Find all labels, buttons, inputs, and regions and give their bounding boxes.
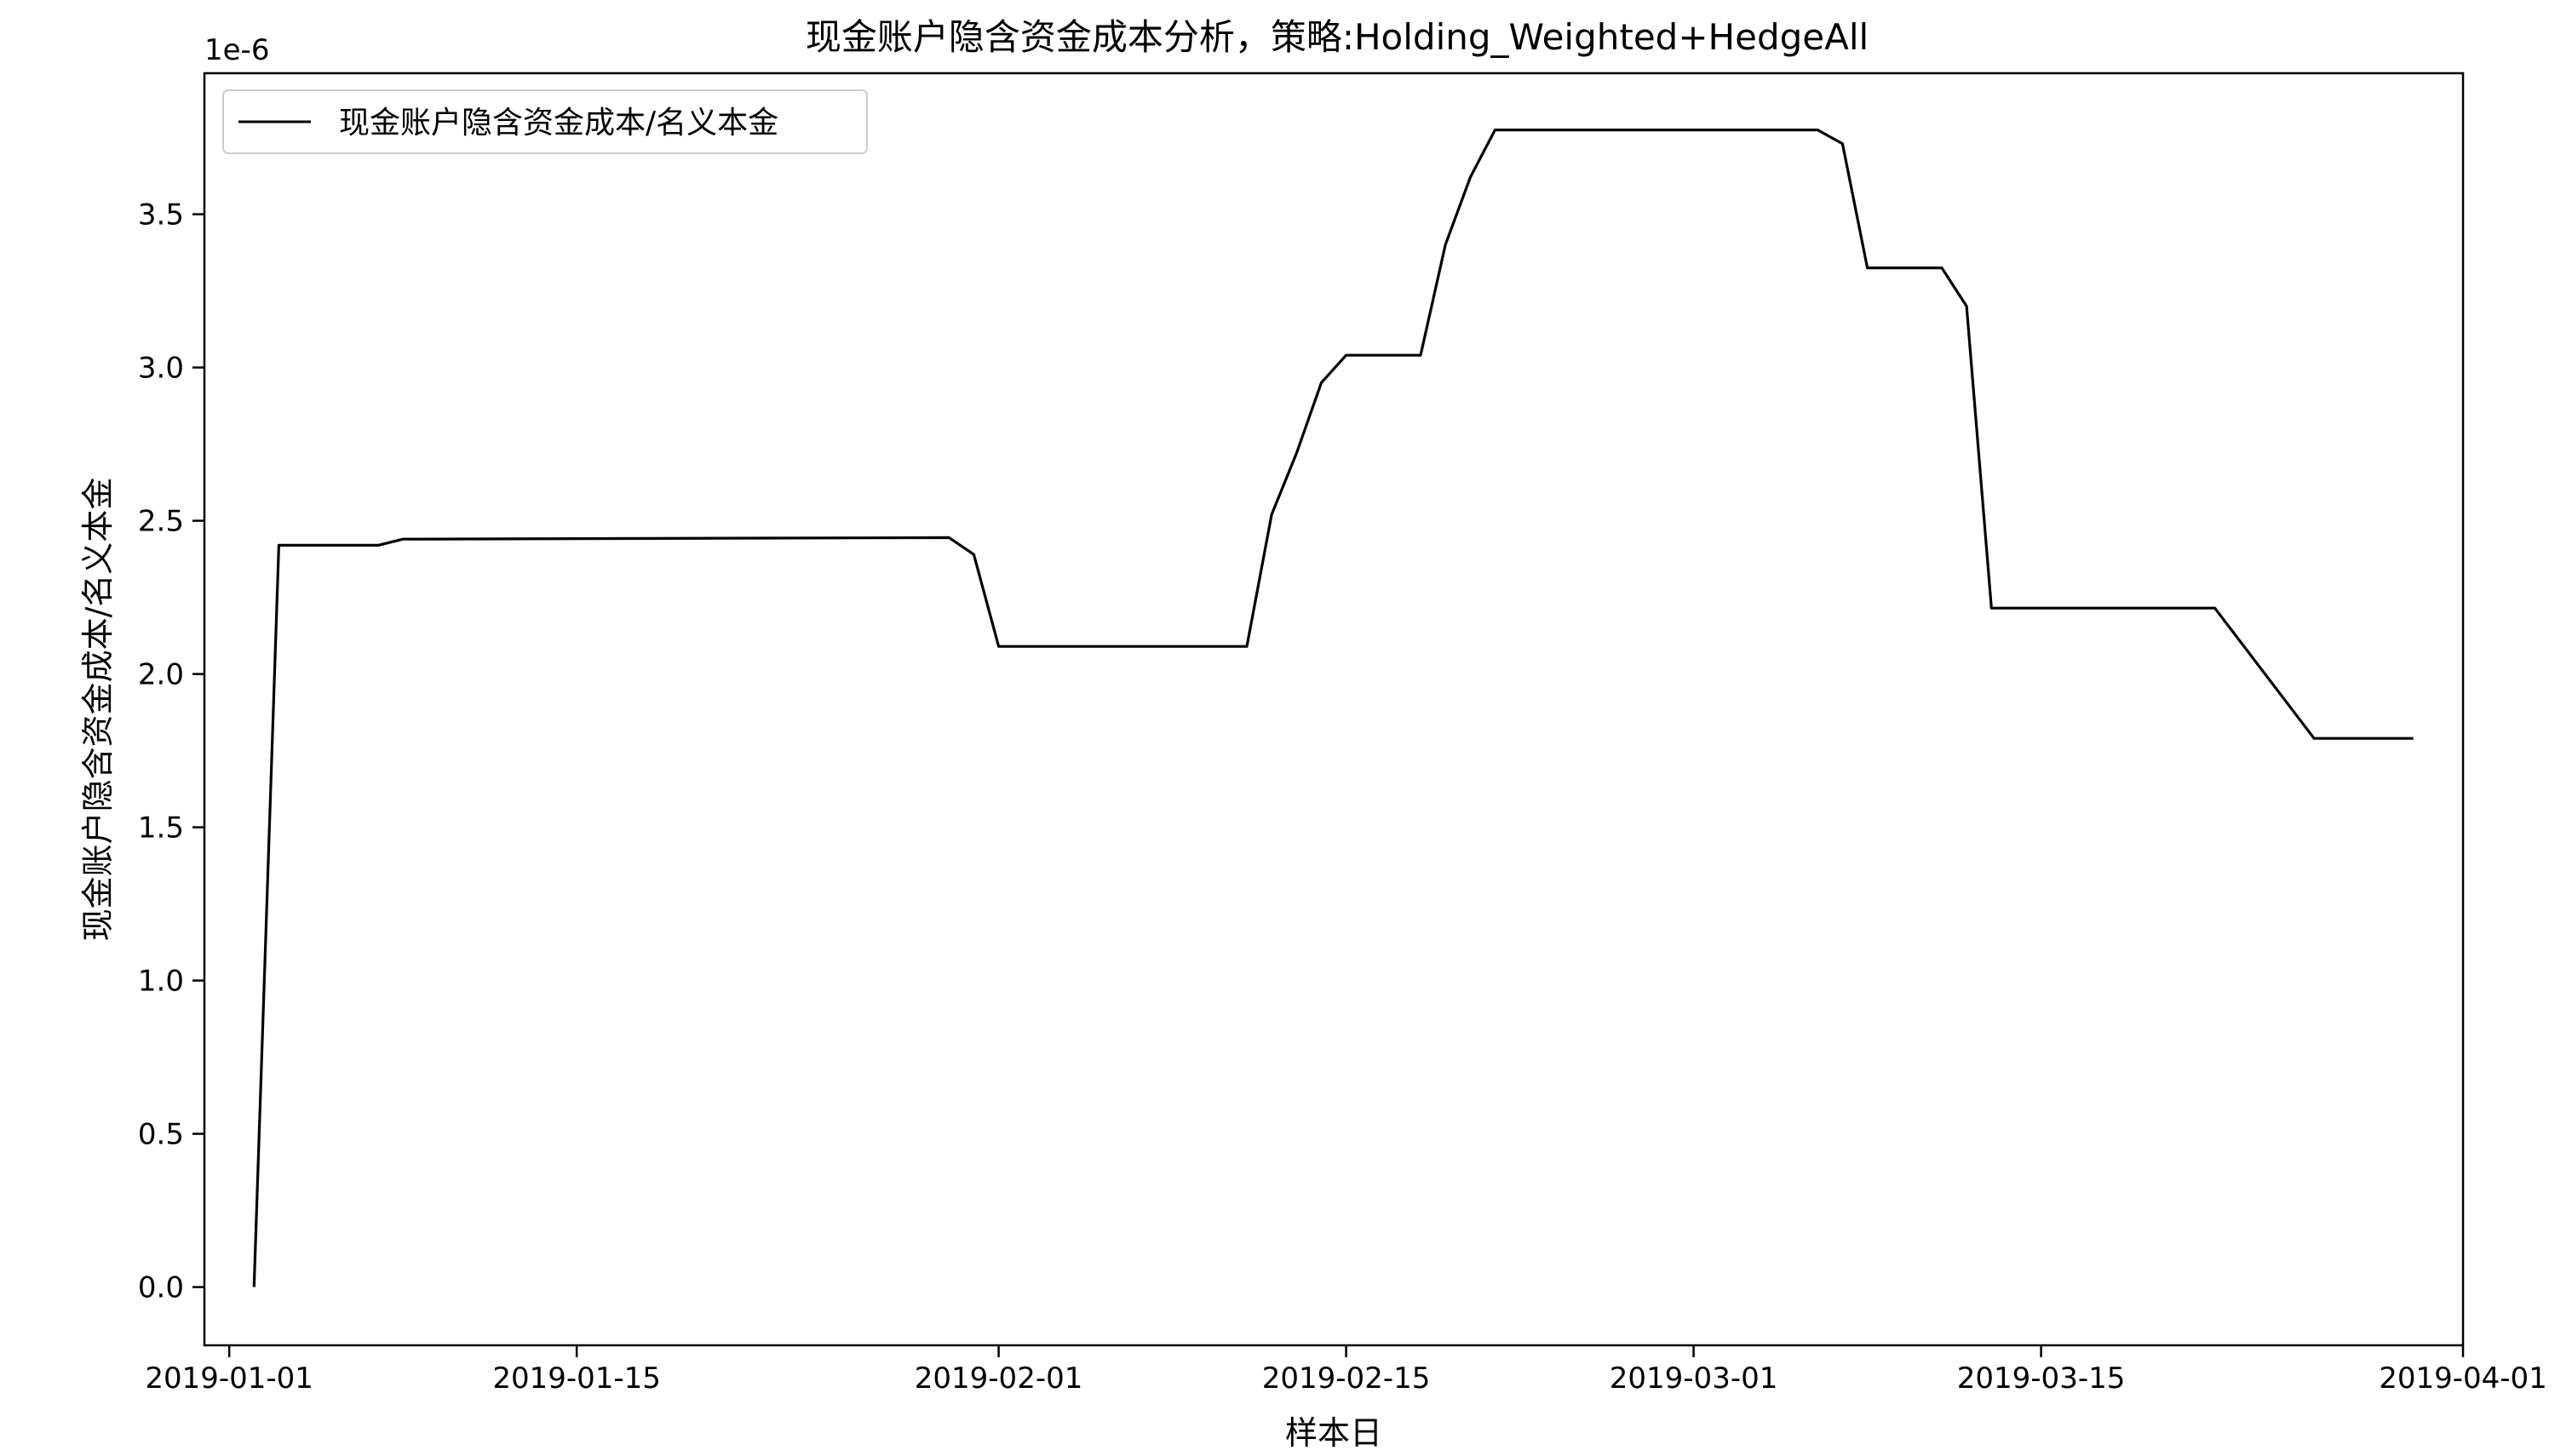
y-tick-label: 3.0 — [138, 352, 184, 386]
x-axis-label: 样本日 — [1285, 1414, 1382, 1452]
x-tick-label: 2019-02-01 — [915, 1361, 1083, 1396]
y-tick-label: 0.0 — [138, 1271, 184, 1305]
x-tick-label: 2019-01-01 — [145, 1361, 313, 1396]
x-tick-label: 2019-03-15 — [1957, 1361, 2126, 1396]
y-tick-label: 3.5 — [138, 198, 184, 232]
x-tick-label: 2019-04-01 — [2379, 1361, 2547, 1396]
legend: 现金账户隐含资金成本/名义本金 — [222, 89, 868, 154]
chart-title: 现金账户隐含资金成本分析，策略:Holding_Weighted+HedgeAl… — [806, 16, 1869, 58]
legend-label: 现金账户隐含资金成本/名义本金 — [339, 106, 778, 140]
plot-frame — [203, 72, 2465, 1347]
x-tick-label: 2019-03-01 — [1610, 1361, 1778, 1396]
series-line-0 — [252, 129, 2414, 1287]
x-axis: 2019-01-01 2019-01-15 2019-02-01 2019-02-15… — [145, 1345, 2547, 1396]
x-tick-label: 2019-02-15 — [1262, 1361, 1431, 1396]
y-tick-label: 2.0 — [138, 658, 184, 692]
x-tick-label: 2019-01-15 — [492, 1361, 661, 1396]
y-offset-label: 1e-6 — [204, 33, 269, 67]
y-axis-label: 现金账户隐含资金成本/名义本金 — [79, 478, 117, 942]
series-layer — [252, 129, 2414, 1287]
y-tick-label: 0.5 — [138, 1118, 184, 1152]
y-tick-label: 1.0 — [138, 965, 184, 999]
y-tick-label: 2.5 — [138, 505, 184, 539]
y-axis: 0.0 0.5 1.0 1.5 2.0 2.5 3.0 3.5 — [138, 198, 204, 1305]
legend-box — [222, 89, 868, 154]
y-tick-label: 1.5 — [138, 811, 184, 846]
